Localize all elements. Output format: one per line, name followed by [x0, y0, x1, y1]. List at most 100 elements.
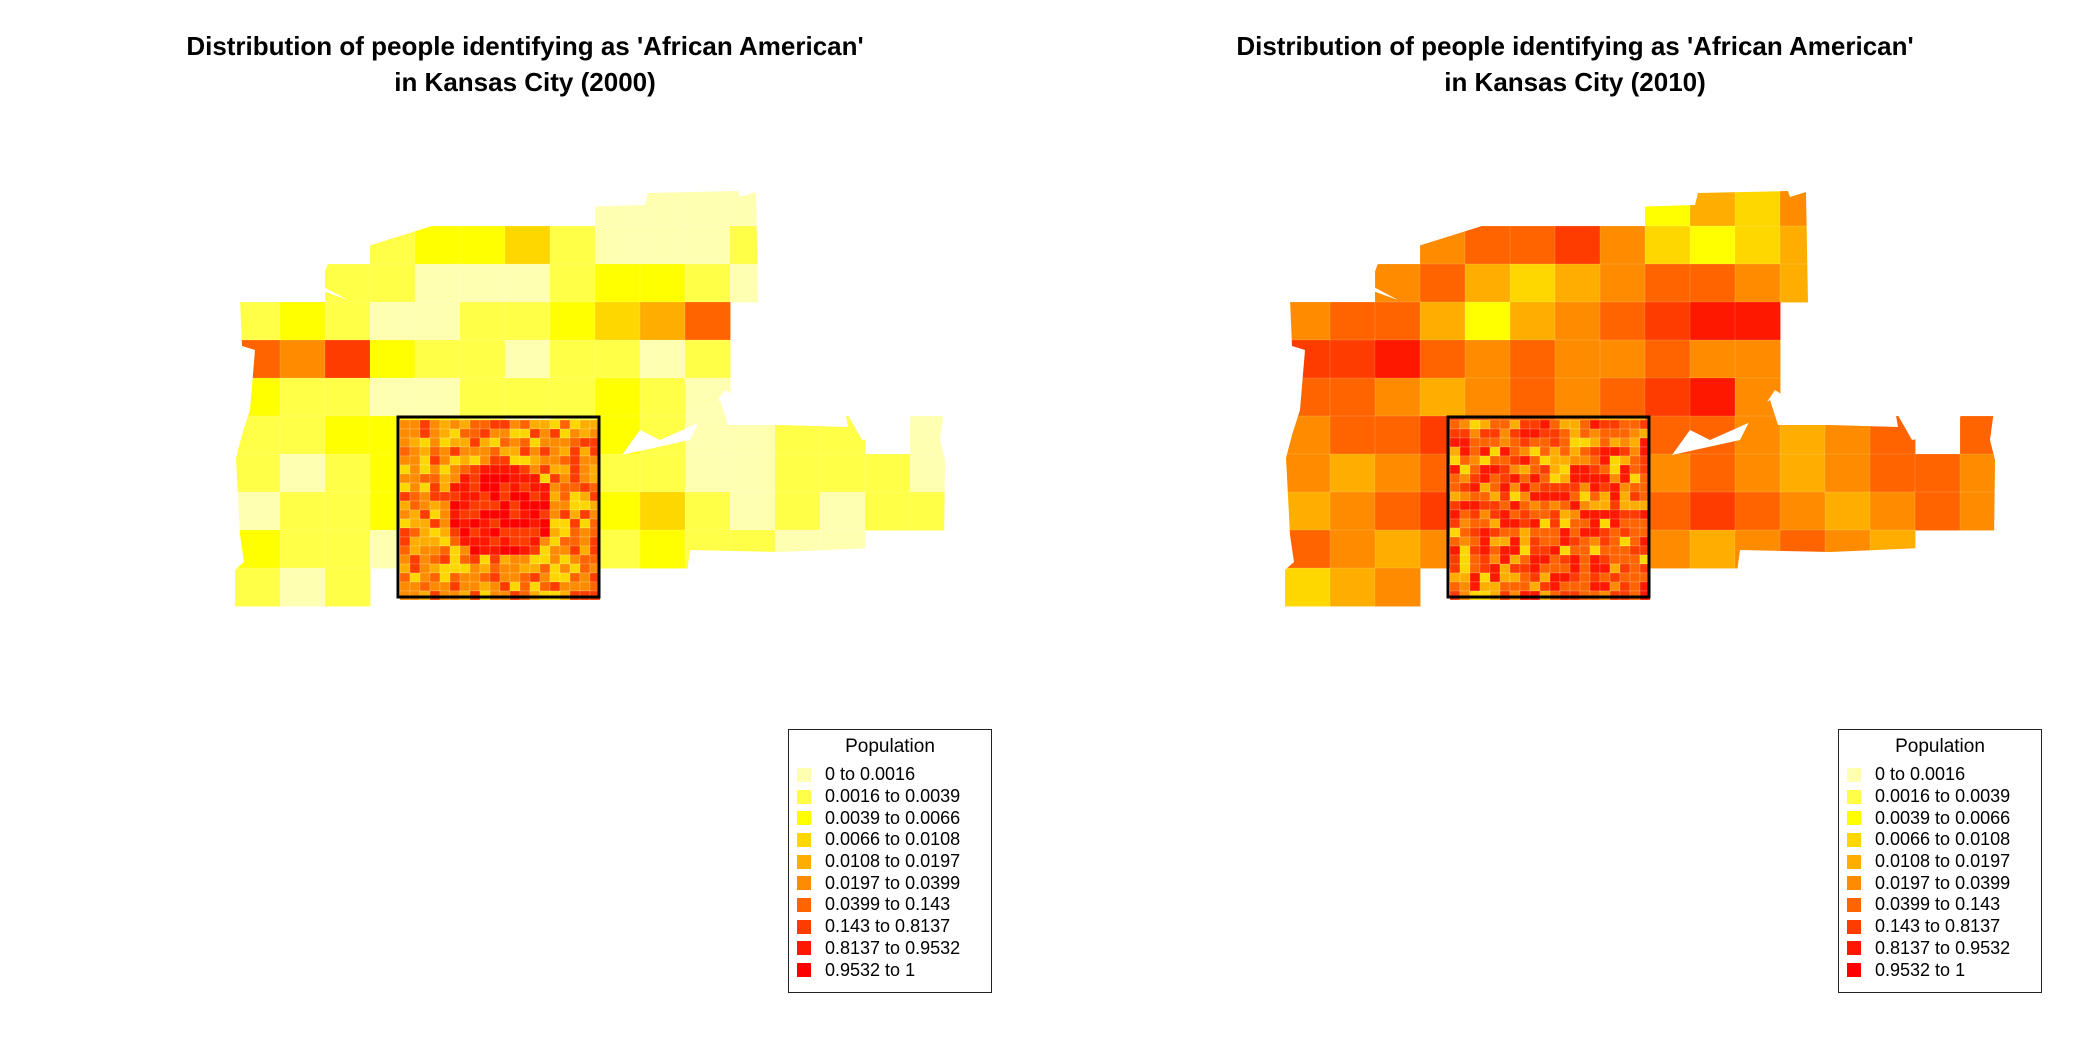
census-tract-small — [399, 581, 411, 592]
census-tract — [324, 567, 371, 607]
census-tract-small — [569, 500, 581, 511]
census-tract-small — [1619, 428, 1631, 439]
census-tract — [819, 529, 866, 569]
census-tract-small — [539, 473, 551, 484]
census-tract-small — [419, 464, 431, 475]
census-tract-small — [1559, 464, 1571, 475]
census-tract-small — [1489, 545, 1501, 556]
census-tract-small — [469, 428, 481, 439]
legend-item: 0.0016 to 0.0039 — [797, 786, 960, 808]
census-tract-small — [1469, 518, 1481, 529]
census-tract-small — [569, 518, 581, 529]
census-tract-small — [1609, 581, 1621, 592]
census-tract-small — [1519, 518, 1531, 529]
census-tract-small — [499, 527, 511, 538]
census-tract-small — [1629, 419, 1641, 430]
census-tract-small — [469, 491, 481, 502]
census-tract-small — [519, 509, 531, 520]
census-tract — [549, 377, 596, 417]
census-tract-small — [409, 491, 421, 502]
legend-item: 0.0039 to 0.0066 — [797, 807, 960, 829]
census-tract-small — [1599, 563, 1611, 574]
census-tract-small — [1549, 536, 1561, 547]
census-tract-small — [1479, 482, 1491, 493]
census-tract — [1869, 529, 1916, 569]
census-tract-small — [439, 491, 451, 502]
census-tract-small — [1559, 581, 1571, 592]
census-tract — [729, 225, 776, 265]
census-tract-small — [1459, 473, 1471, 484]
census-tract-small — [439, 563, 451, 574]
legend-swatch — [1847, 963, 1861, 978]
downtown-core-layer — [399, 419, 601, 601]
census-tract — [504, 377, 551, 417]
census-tract-small — [1629, 437, 1641, 448]
census-tract — [504, 225, 551, 265]
census-tract-small — [1559, 455, 1571, 466]
census-tract-small — [449, 563, 461, 574]
census-tract-small — [1449, 518, 1461, 529]
census-tract-small — [1519, 491, 1531, 502]
census-tract-small — [489, 545, 501, 556]
census-tract-small — [1529, 572, 1541, 583]
census-tract-small — [1599, 491, 1611, 502]
census-tract-small — [1559, 518, 1571, 529]
census-tract-small — [419, 446, 431, 457]
census-tract-small — [1499, 419, 1511, 430]
census-tract-small — [449, 518, 461, 529]
census-tract — [549, 339, 596, 379]
census-tract-small — [459, 491, 471, 502]
census-tract-small — [1589, 572, 1601, 583]
census-tract-small — [1539, 464, 1551, 475]
census-tract-small — [1519, 482, 1531, 493]
census-tract-small — [419, 428, 431, 439]
census-tract-small — [579, 527, 591, 538]
census-tract-small — [1479, 437, 1491, 448]
census-tract-small — [1489, 518, 1501, 529]
census-tract-small — [499, 563, 511, 574]
census-tract — [234, 377, 281, 417]
census-tract-small — [449, 554, 461, 565]
census-tract — [1959, 491, 1995, 531]
census-tract-small — [1459, 464, 1471, 475]
census-tract — [594, 453, 641, 493]
census-tract-small — [1469, 491, 1481, 502]
census-tract — [1509, 377, 1556, 417]
census-tract-small — [1549, 545, 1561, 556]
census-tract-small — [509, 500, 521, 511]
legend-label: 0.0399 to 0.143 — [825, 894, 951, 915]
census-tract-small — [579, 428, 591, 439]
census-tract-small — [1529, 428, 1541, 439]
census-tract-small — [569, 428, 581, 439]
census-tract-small — [419, 473, 431, 484]
census-tract — [324, 453, 371, 493]
census-tract-small — [549, 419, 561, 430]
census-tract-small — [1599, 581, 1611, 592]
census-tract — [414, 377, 461, 417]
census-tract — [414, 301, 461, 341]
census-tract-small — [1449, 509, 1461, 520]
census-tract-small — [1469, 509, 1481, 520]
legend-item: 0.9532 to 1 — [1847, 959, 2010, 981]
census-tract-small — [1479, 581, 1491, 592]
census-tract — [1329, 339, 1376, 379]
census-tract-small — [1559, 419, 1571, 430]
census-tract-small — [489, 500, 501, 511]
census-tract-small — [569, 437, 581, 448]
census-tract-small — [1599, 464, 1611, 475]
census-tract-small — [549, 500, 561, 511]
census-tract-small — [1539, 581, 1551, 592]
census-tract-small — [409, 464, 421, 475]
census-tract-small — [439, 428, 451, 439]
census-tract-small — [1519, 455, 1531, 466]
census-tract — [1419, 263, 1466, 303]
census-tract — [1509, 263, 1556, 303]
census-tract-small — [459, 509, 471, 520]
legend-swatch — [797, 963, 811, 978]
census-tract — [1689, 225, 1736, 265]
census-tract-small — [1589, 419, 1601, 430]
census-tract — [1284, 377, 1331, 417]
census-tract-small — [1549, 437, 1561, 448]
census-tract-small — [1519, 446, 1531, 457]
census-tract-small — [559, 563, 571, 574]
